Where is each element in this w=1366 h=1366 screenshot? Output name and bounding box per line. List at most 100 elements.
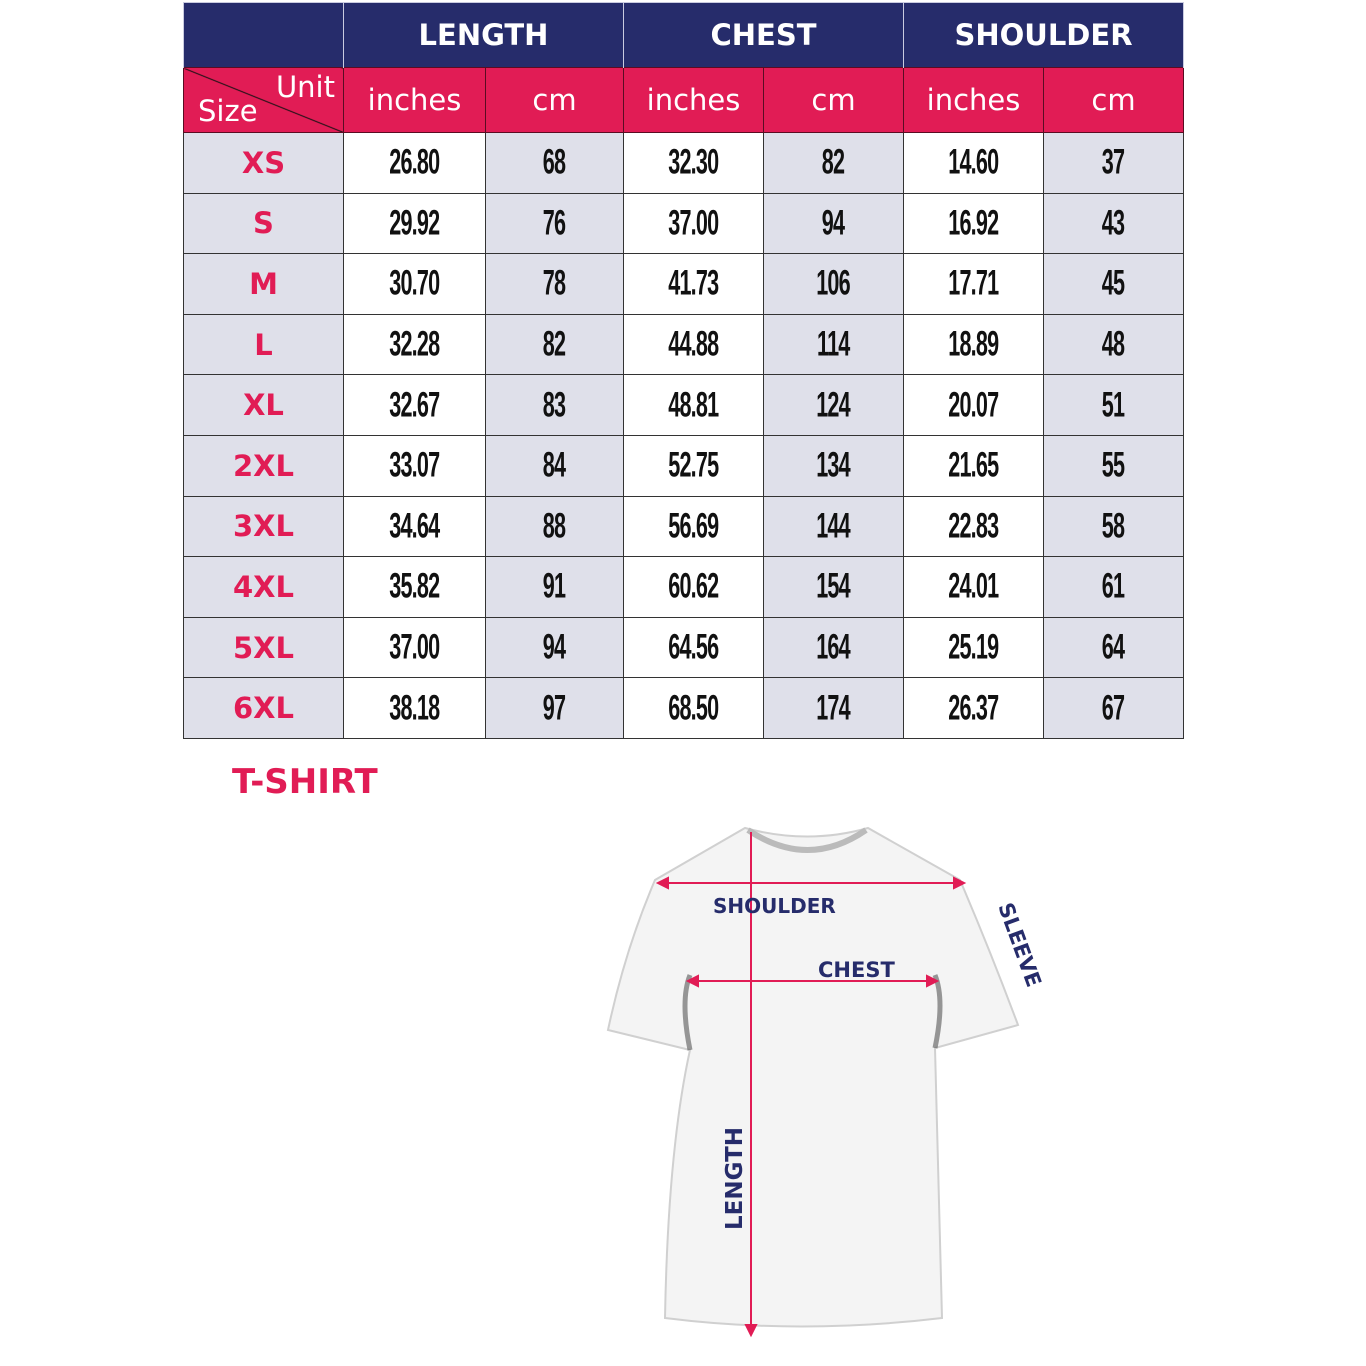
table-row: 6XL 38.18 97 68.50 174 26.37 67 [183, 677, 1184, 739]
measurement-cell: 32.30 [623, 132, 764, 194]
measurement-value: 26.80 [389, 142, 440, 182]
size-value: M [249, 266, 278, 301]
measurement-value: 84 [543, 445, 566, 485]
measurement-cell: 43 [1043, 192, 1184, 255]
measurement-value: 97 [543, 687, 566, 727]
measurement-value: 55 [1102, 445, 1125, 485]
measurement-cell: 14.60 [903, 132, 1044, 194]
measurement-cell: 55 [1043, 434, 1184, 497]
measurement-cell: 64 [1043, 616, 1184, 679]
size-cell: 2XL [183, 434, 344, 497]
measurement-cell: 35.82 [343, 556, 486, 618]
header-chest: CHEST [623, 2, 904, 68]
size-cell: 3XL [183, 495, 344, 558]
measurement-value: 134 [816, 445, 851, 485]
measurement-value: 30.70 [389, 263, 440, 303]
measurement-value: 26.37 [948, 687, 999, 727]
measurement-value: 106 [816, 263, 851, 303]
measurement-cell: 94 [485, 616, 624, 679]
measurement-cell: 22.83 [903, 495, 1044, 558]
measurement-cell: 97 [485, 677, 624, 739]
size-value: L [254, 327, 273, 362]
measure-arrows [655, 832, 967, 1338]
measurement-value: 41.73 [668, 263, 719, 303]
unit-header: cm [485, 67, 624, 133]
product-title: T-SHIRT [232, 762, 378, 802]
measurement-value: 20.07 [948, 385, 999, 425]
measurement-value: 68 [543, 142, 566, 182]
measurement-cell: 37.00 [623, 192, 764, 255]
measurement-cell: 20.07 [903, 374, 1044, 436]
measurement-value: 64.56 [668, 627, 719, 667]
chest-label: CHEST [818, 958, 895, 982]
measurement-value: 44.88 [668, 324, 719, 364]
measurement-value: 43 [1102, 203, 1125, 243]
measurement-cell: 37.00 [343, 616, 486, 679]
measurement-value: 91 [543, 566, 566, 606]
measurement-value: 78 [543, 263, 566, 303]
size-cell: 4XL [183, 556, 344, 618]
size-value: 2XL [232, 448, 295, 483]
measurement-cell: 30.70 [343, 253, 486, 315]
measurement-cell: 48 [1043, 313, 1184, 376]
measurement-cell: 94 [763, 192, 904, 255]
measurement-cell: 51 [1043, 374, 1184, 436]
measurement-value: 52.75 [668, 445, 719, 485]
measurement-value: 114 [817, 324, 850, 364]
size-cell: XL [183, 374, 344, 436]
measurement-value: 68.50 [668, 687, 719, 727]
measurement-cell: 33.07 [343, 434, 486, 497]
shoulder-label: SHOULDER [713, 894, 836, 918]
measurement-cell: 32.28 [343, 313, 486, 376]
table-row: 2XL 33.07 84 52.75 134 21.65 55 [183, 434, 1184, 497]
measurement-value: 56.69 [668, 506, 719, 546]
measurement-cell: 52.75 [623, 434, 764, 497]
size-cell: 6XL [183, 677, 344, 739]
size-value: 3XL [232, 509, 295, 544]
table-row: L 32.28 82 44.88 114 18.89 48 [183, 313, 1184, 376]
measurement-cell: 61 [1043, 556, 1184, 618]
measurement-value: 82 [822, 142, 845, 182]
header-shoulder: SHOULDER [903, 2, 1184, 68]
measurement-value: 37.00 [668, 203, 719, 243]
measurement-value: 45 [1102, 263, 1125, 303]
measurement-cell: 154 [763, 556, 904, 618]
measurement-cell: 26.80 [343, 132, 486, 194]
size-cell: L [183, 313, 344, 376]
measurement-value: 154 [816, 566, 851, 606]
measurement-cell: 38.18 [343, 677, 486, 739]
measurement-cell: 26.37 [903, 677, 1044, 739]
size-value: 5XL [232, 630, 295, 665]
measurement-value: 35.82 [389, 566, 440, 606]
measurement-value: 37.00 [389, 627, 440, 667]
measurement-cell: 25.19 [903, 616, 1044, 679]
sleeve-label: SLEEVE [993, 900, 1046, 991]
measurement-value: 124 [816, 385, 851, 425]
unit-header: cm [1043, 67, 1184, 133]
size-cell: 5XL [183, 616, 344, 679]
size-cell: XS [183, 132, 344, 194]
header-blank [183, 2, 344, 68]
table-row: 4XL 35.82 91 60.62 154 24.01 61 [183, 556, 1184, 618]
measurement-value: 61 [1102, 566, 1125, 606]
measurement-value: 58 [1102, 506, 1125, 546]
measurement-cell: 106 [763, 253, 904, 315]
table-row: XL 32.67 83 48.81 124 20.07 51 [183, 374, 1184, 436]
table-row: XS 26.80 68 32.30 82 14.60 37 [183, 132, 1184, 194]
unit-header: inches [343, 67, 486, 133]
measurement-value: 24.01 [948, 566, 999, 606]
measurement-value: 38.18 [389, 687, 440, 727]
header-length: LENGTH [343, 2, 624, 68]
measurement-cell: 64.56 [623, 616, 764, 679]
tshirt-illustration [606, 826, 1020, 1328]
measurement-value: 174 [816, 687, 851, 727]
measurement-cell: 21.65 [903, 434, 1044, 497]
corner-cell: Unit Size [183, 67, 344, 133]
measurement-value: 32.30 [668, 142, 719, 182]
measurement-value: 94 [543, 627, 566, 667]
measurement-cell: 144 [763, 495, 904, 558]
measurement-value: 51 [1102, 385, 1125, 425]
size-value: 4XL [232, 569, 295, 604]
measurement-value: 22.83 [948, 506, 999, 546]
